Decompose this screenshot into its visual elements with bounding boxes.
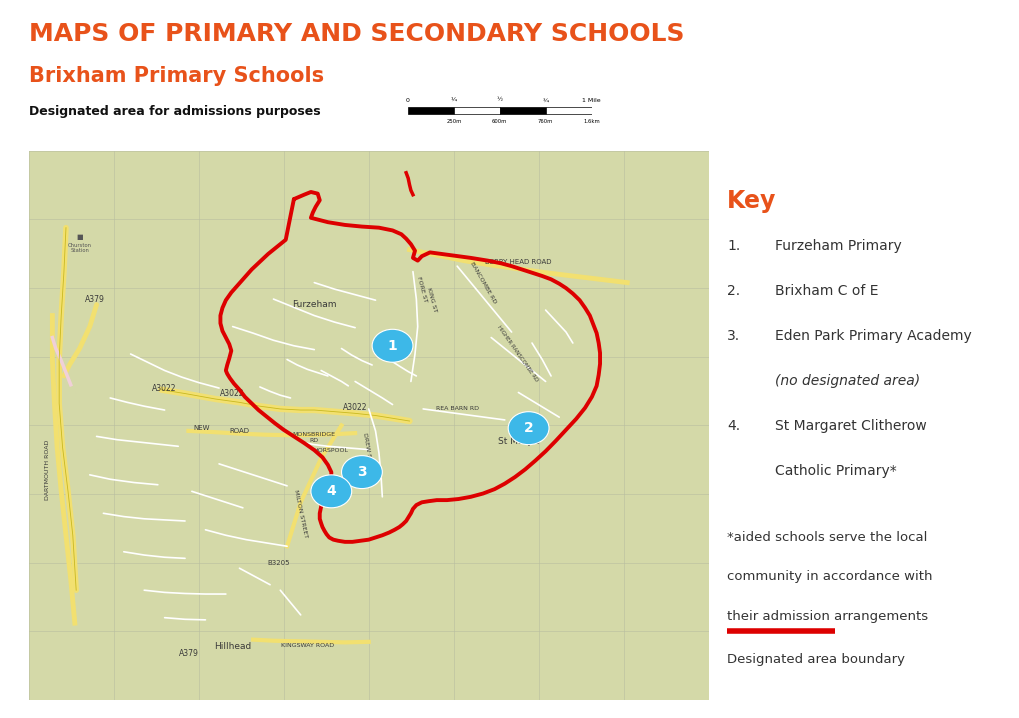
Text: ¼: ¼	[450, 98, 457, 103]
Text: A379: A379	[178, 649, 198, 658]
Bar	[545, 106, 591, 114]
Text: 0: 0	[406, 98, 410, 103]
Text: FORE ST: FORE ST	[416, 276, 427, 303]
Text: B3205: B3205	[267, 560, 289, 566]
Text: Brixham Primary Schools: Brixham Primary Schools	[29, 66, 323, 86]
Circle shape	[507, 411, 548, 444]
Text: MILTON STREET: MILTON STREET	[292, 489, 308, 538]
Text: Churston
Station: Churston Station	[67, 243, 92, 253]
Text: 4: 4	[326, 485, 336, 498]
Text: *aided schools serve the local: *aided schools serve the local	[727, 531, 926, 544]
Text: DREW ST: DREW ST	[362, 433, 372, 462]
Text: ¾: ¾	[542, 98, 548, 103]
Circle shape	[372, 330, 413, 363]
Text: St Margaret Clitherow: St Margaret Clitherow	[774, 419, 926, 433]
Text: Designated area for admissions purposes: Designated area for admissions purposes	[29, 105, 320, 118]
Text: 2: 2	[523, 421, 533, 435]
Bar	[499, 106, 545, 114]
Text: 1 Mile: 1 Mile	[582, 98, 600, 103]
Bar	[453, 106, 499, 114]
Text: DARTMOUTH ROAD: DARTMOUTH ROAD	[45, 439, 50, 500]
Text: Furzeham: Furzeham	[291, 300, 336, 309]
Text: MONSBRIDGE
RD: MONSBRIDGE RD	[292, 432, 335, 443]
Text: 2.: 2.	[727, 284, 740, 298]
Text: 600m: 600m	[491, 119, 507, 124]
Text: HORSPOOL: HORSPOOL	[314, 447, 348, 452]
Text: HIGHER RANSCOMBE RD: HIGHER RANSCOMBE RD	[495, 325, 538, 383]
Text: REA BARN RD: REA BARN RD	[435, 406, 478, 411]
Circle shape	[311, 475, 352, 508]
Text: 4.: 4.	[727, 419, 740, 433]
Text: A3022: A3022	[220, 389, 245, 398]
Text: MAPS OF PRIMARY AND SECONDARY SCHOOLS: MAPS OF PRIMARY AND SECONDARY SCHOOLS	[29, 22, 684, 45]
Text: Eden Park Primary Academy: Eden Park Primary Academy	[774, 329, 971, 342]
Text: Catholic Primary*: Catholic Primary*	[774, 464, 896, 478]
Text: 1.: 1.	[727, 238, 740, 253]
Text: A3022: A3022	[342, 404, 367, 412]
Text: BANCOMBE RD: BANCOMBE RD	[469, 261, 496, 304]
Circle shape	[341, 456, 382, 488]
Bar	[408, 106, 453, 114]
Text: A3022: A3022	[152, 383, 176, 393]
Text: ½: ½	[496, 98, 502, 103]
Text: KINGSWAY ROAD: KINGSWAY ROAD	[280, 643, 334, 648]
Text: KING ST: KING ST	[425, 287, 436, 313]
Text: (no designated area): (no designated area)	[774, 374, 919, 388]
Text: their admission arrangements: their admission arrangements	[727, 610, 927, 623]
Text: BERRY HEAD ROAD: BERRY HEAD ROAD	[485, 258, 551, 265]
Text: Brixham C of E: Brixham C of E	[774, 284, 877, 298]
Text: St Mary's: St Mary's	[497, 437, 539, 447]
Text: 1: 1	[387, 339, 397, 353]
Text: 1.6km: 1.6km	[583, 119, 599, 124]
Text: Furzeham Primary: Furzeham Primary	[774, 238, 901, 253]
Text: ■: ■	[76, 233, 83, 240]
Text: 250m: 250m	[445, 119, 462, 124]
Text: Hillhead: Hillhead	[214, 642, 251, 651]
Text: Designated area boundary: Designated area boundary	[727, 653, 904, 666]
Text: 3.: 3.	[727, 329, 740, 342]
Text: community in accordance with: community in accordance with	[727, 570, 931, 584]
Text: Key: Key	[727, 190, 775, 213]
Text: 760m: 760m	[537, 119, 553, 124]
Text: 3: 3	[357, 465, 367, 479]
Text: A379: A379	[86, 294, 105, 304]
Text: ROAD: ROAD	[229, 428, 250, 434]
Text: NEW: NEW	[194, 424, 210, 431]
